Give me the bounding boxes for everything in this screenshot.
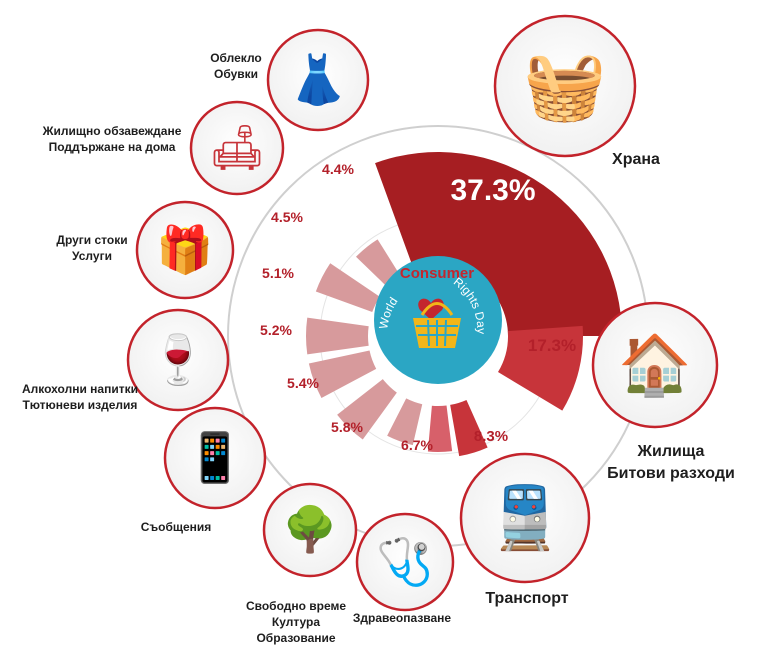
svg-text:👗: 👗 xyxy=(288,52,348,108)
clothing-icon: 👗 xyxy=(266,28,370,132)
home-furnishing-icon: 🛋 xyxy=(189,100,285,196)
bar-9 xyxy=(315,263,380,313)
value-label-9: 4.5% xyxy=(271,209,303,225)
transport-icon: 🚆 xyxy=(459,452,591,584)
category-label-4: Здравеопазване xyxy=(353,611,452,625)
value-label-7: 5.2% xyxy=(260,322,292,338)
bar-7 xyxy=(308,350,377,398)
category-label-3: Транспорт xyxy=(485,590,568,607)
category-labels: Храна Жилища Битови разходи Транспорт Здраве… xyxy=(22,51,735,645)
bar-4 xyxy=(427,405,453,452)
consumer-rights-badge: Consumer World Rights Day xyxy=(374,256,502,384)
bar-2 xyxy=(498,325,583,411)
culture-tree-icon: 🌳 xyxy=(262,482,358,578)
svg-text:🌳: 🌳 xyxy=(283,503,338,556)
chart-value-labels: 37.3% 17.3% 8.3% 6.7% 5.8% 5.4% 5.2% 5.1% 4.5% 4.… xyxy=(260,161,576,453)
grocery-basket-icon: 🧺 xyxy=(493,14,637,158)
bar-5 xyxy=(387,398,423,446)
value-label-4: 6.7% xyxy=(401,437,433,453)
value-label-10: 4.4% xyxy=(322,161,354,177)
gift-goods-icon: 🎁 xyxy=(135,200,235,300)
value-label-1: 37.3% xyxy=(450,174,535,207)
category-label-10: Облекло Обувки xyxy=(210,51,262,81)
category-label-7: Алкохолни напитки Тютюневи изделия xyxy=(22,382,138,412)
value-label-3: 8.3% xyxy=(474,428,508,445)
category-label-2: Жилища Битови разходи xyxy=(607,443,735,482)
svg-text:🍷: 🍷 xyxy=(148,332,208,388)
category-label-1: Храна xyxy=(612,151,660,168)
doctor-icon: 🩺 xyxy=(355,512,455,612)
house-icon: 🏠 xyxy=(591,301,719,429)
category-icons: 🧺 🏠 🚆 🩺 🌳 📱 🍷 🎁 🛋 👗 xyxy=(126,14,719,612)
center-title: Consumer xyxy=(400,265,474,282)
bar-1 xyxy=(375,152,622,336)
svg-text:📱: 📱 xyxy=(185,430,245,486)
bar-10 xyxy=(355,239,401,288)
svg-text:🛋: 🛋 xyxy=(209,123,265,174)
svg-text:🩺: 🩺 xyxy=(376,534,433,588)
basket-icon xyxy=(413,302,461,348)
value-label-2: 17.3% xyxy=(528,336,576,355)
chart-bars xyxy=(306,152,622,457)
value-label-8: 5.1% xyxy=(262,265,294,281)
svg-text:🧺: 🧺 xyxy=(523,46,606,124)
svg-text:🚆: 🚆 xyxy=(487,482,563,553)
category-label-5: Свободно време Култура Образование xyxy=(246,599,346,645)
svg-text:🎁: 🎁 xyxy=(156,222,213,276)
bar-8 xyxy=(306,317,369,355)
bar-6 xyxy=(337,379,397,440)
value-label-6: 5.4% xyxy=(287,375,319,391)
communications-icon: 📱 xyxy=(163,406,267,510)
bar-3 xyxy=(450,399,488,457)
category-label-9: Жилищно обзавеждане Поддържане на дома xyxy=(42,124,182,154)
wine-tobacco-icon: 🍷 xyxy=(126,308,230,412)
value-label-5: 5.8% xyxy=(331,419,363,435)
svg-text:🏠: 🏠 xyxy=(618,330,691,399)
category-label-6: Съобщения xyxy=(141,520,212,534)
category-label-8: Други стоки Услуги xyxy=(56,233,127,263)
